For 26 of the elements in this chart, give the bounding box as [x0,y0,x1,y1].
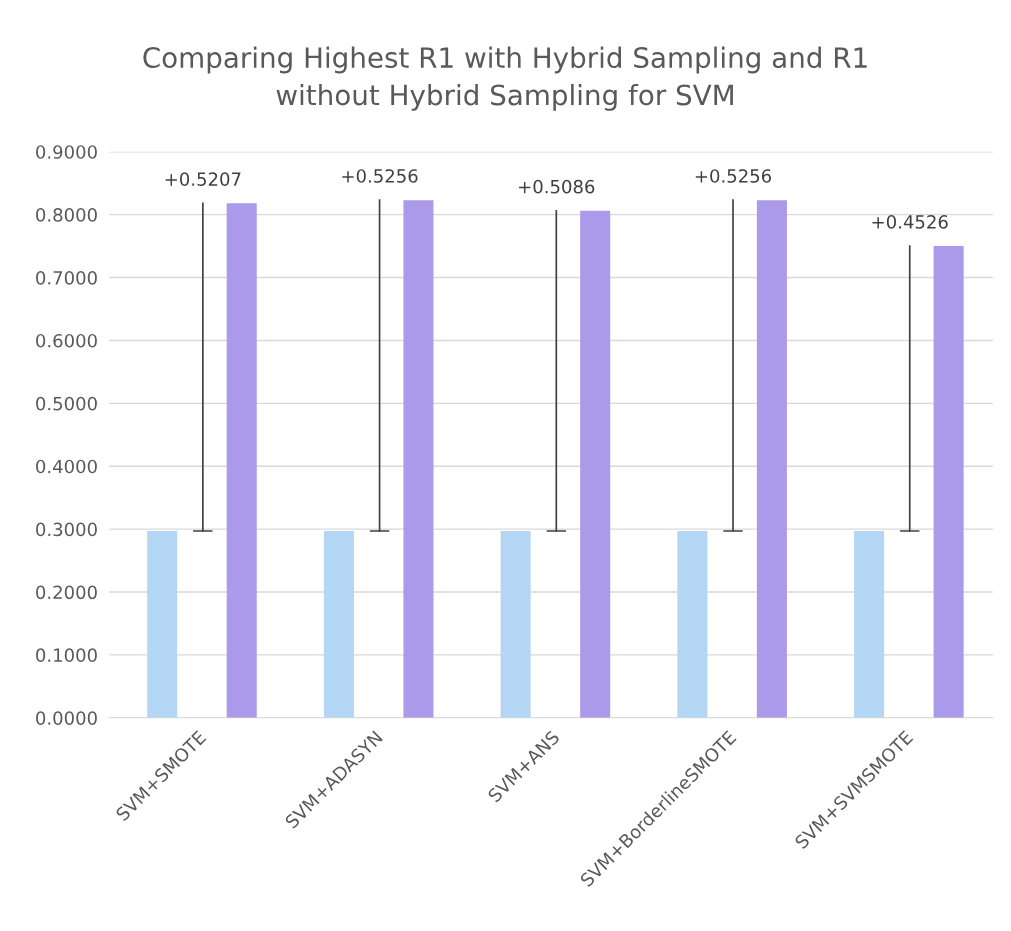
bar [933,246,964,718]
bar [323,531,354,718]
y-tick-label: 0.7000 [36,271,97,285]
bar [854,531,885,718]
bar [756,200,787,718]
y-tick-label: 0.9000 [36,145,97,159]
annotation: +0.5207 [165,172,241,186]
y-tick-label: 0.4000 [36,459,97,474]
y-tick-label: 0.0000 [36,711,97,725]
annotation: +0.4526 [872,215,948,229]
bar [500,531,531,718]
y-tick-label: 0.3000 [36,522,97,537]
bar [226,203,257,718]
bar [677,531,708,718]
y-tick-label: 0.1000 [36,648,97,663]
y-tick-label: 0.2000 [36,585,97,600]
annotation: +0.5086 [519,179,595,194]
y-tick-label: 0.8000 [36,208,97,222]
annotation: +0.5256 [342,169,418,183]
y-tick-label: 0.6000 [36,333,97,348]
annotation: +0.5256 [695,169,772,183]
bar [580,210,611,718]
y-tick-label: 0.5000 [36,396,97,411]
chart-title: Comparing Highest R1 with Hybrid Sampling and R1 without Hybrid Sampling for SVM [143,46,867,111]
bar [147,531,178,718]
bar [403,200,434,718]
